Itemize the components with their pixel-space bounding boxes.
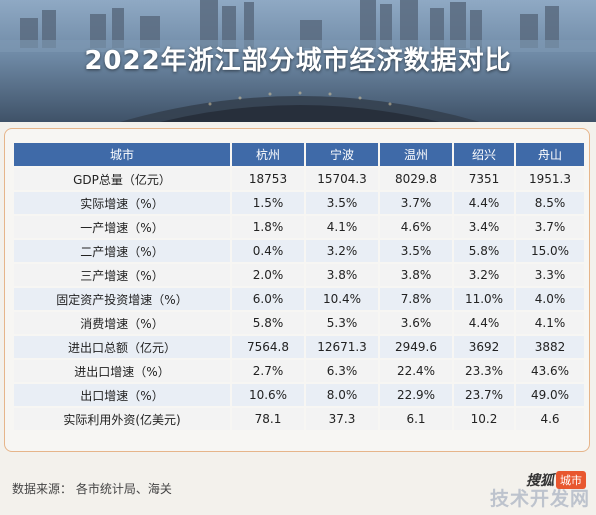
table-row: 消费增速（%） 5.8% 5.3% 3.6% 4.4% 4.1% [14, 312, 584, 334]
table-cell: 4.1% [516, 312, 584, 334]
table-cell: 8029.8 [380, 168, 452, 190]
table-cell: 3.4% [454, 216, 514, 238]
column-header-zhoushan: 舟山 [516, 143, 584, 166]
table-cell: 6.1 [380, 408, 452, 430]
table-cell: 10.4% [306, 288, 378, 310]
table-cell: 5.8% [454, 240, 514, 262]
table-cell: 3.3% [516, 264, 584, 286]
table-row: 实际增速（%） 1.5% 3.5% 3.7% 4.4% 8.5% [14, 192, 584, 214]
table-row: 进出口增速（%） 2.7% 6.3% 22.4% 23.3% 43.6% [14, 360, 584, 382]
row-label: 进出口增速（%） [14, 360, 230, 382]
sohu-city-logo: 搜狐 城市 [526, 470, 586, 490]
table-cell: 3.2% [306, 240, 378, 262]
page-title: 2022年浙江部分城市经济数据对比 [84, 46, 512, 76]
table-cell: 3.5% [306, 192, 378, 214]
table-cell: 37.3 [306, 408, 378, 430]
table-cell: 4.4% [454, 312, 514, 334]
table-cell: 3882 [516, 336, 584, 358]
table-cell: 15.0% [516, 240, 584, 262]
row-label: 一产增速（%） [14, 216, 230, 238]
row-label: 实际增速（%） [14, 192, 230, 214]
watermark: 技术开发网 [489, 488, 590, 510]
table-cell: 2.0% [232, 264, 304, 286]
row-label: 出口增速（%） [14, 384, 230, 406]
table-row: 进出口总额（亿元） 7564.8 12671.3 2949.6 3692 3882 [14, 336, 584, 358]
row-label: 消费增速（%） [14, 312, 230, 334]
table-cell: 12671.3 [306, 336, 378, 358]
table-cell: 6.0% [232, 288, 304, 310]
table-cell: 4.4% [454, 192, 514, 214]
banner-image: 2022年浙江部分城市经济数据对比 [0, 0, 596, 122]
row-label: 进出口总额（亿元） [14, 336, 230, 358]
table-cell: 78.1 [232, 408, 304, 430]
table-cell: 1.5% [232, 192, 304, 214]
row-label: 实际利用外资(亿美元) [14, 408, 230, 430]
table-cell: 22.9% [380, 384, 452, 406]
table-cell: 2.7% [232, 360, 304, 382]
table-cell: 2949.6 [380, 336, 452, 358]
table-cell: 6.3% [306, 360, 378, 382]
row-label: GDP总量（亿元） [14, 168, 230, 190]
table-cell: 5.3% [306, 312, 378, 334]
table-cell: 4.6 [516, 408, 584, 430]
table-row: 一产增速（%） 1.8% 4.1% 4.6% 3.4% 3.7% [14, 216, 584, 238]
table-cell: 8.5% [516, 192, 584, 214]
table-cell: 43.6% [516, 360, 584, 382]
data-source-note: 数据来源： 各市统计局、海关 [12, 482, 172, 496]
table-cell: 7.8% [380, 288, 452, 310]
table-cell: 4.1% [306, 216, 378, 238]
table-cell: 3.7% [516, 216, 584, 238]
column-header-shaoxing: 绍兴 [454, 143, 514, 166]
table-cell: 23.3% [454, 360, 514, 382]
table-cell: 7351 [454, 168, 514, 190]
table-cell: 1951.3 [516, 168, 584, 190]
table-row: 出口增速（%） 10.6% 8.0% 22.9% 23.7% 49.0% [14, 384, 584, 406]
table-cell: 18753 [232, 168, 304, 190]
table-cell: 3692 [454, 336, 514, 358]
table-header-row: 城市 杭州 宁波 温州 绍兴 舟山 [14, 143, 584, 166]
logo-brand-text: 搜狐 [526, 473, 554, 489]
table-cell: 22.4% [380, 360, 452, 382]
row-label: 固定资产投资增速（%） [14, 288, 230, 310]
column-header-ningbo: 宁波 [306, 143, 378, 166]
column-header-wenzhou: 温州 [380, 143, 452, 166]
column-header-city: 城市 [14, 143, 230, 166]
table-cell: 5.8% [232, 312, 304, 334]
table-cell: 3.6% [380, 312, 452, 334]
table-cell: 49.0% [516, 384, 584, 406]
table-cell: 3.2% [454, 264, 514, 286]
table-cell: 23.7% [454, 384, 514, 406]
table-cell: 4.0% [516, 288, 584, 310]
economic-data-table: 城市 杭州 宁波 温州 绍兴 舟山 GDP总量（亿元） 18753 15704.3 8… [12, 141, 586, 432]
table-cell: 15704.3 [306, 168, 378, 190]
table-cell: 10.6% [232, 384, 304, 406]
table-cell: 3.5% [380, 240, 452, 262]
logo-tag-text: 城市 [556, 471, 586, 489]
table-row: 固定资产投资增速（%） 6.0% 10.4% 7.8% 11.0% 4.0% [14, 288, 584, 310]
table-cell: 1.8% [232, 216, 304, 238]
table-cell: 7564.8 [232, 336, 304, 358]
city-skyline-image [0, 0, 596, 122]
row-label: 二产增速（%） [14, 240, 230, 262]
table-cell: 3.8% [380, 264, 452, 286]
table-cell: 3.8% [306, 264, 378, 286]
column-header-hangzhou: 杭州 [232, 143, 304, 166]
table-row: GDP总量（亿元） 18753 15704.3 8029.8 7351 1951.3 [14, 168, 584, 190]
table-cell: 8.0% [306, 384, 378, 406]
table-row: 实际利用外资(亿美元) 78.1 37.3 6.1 10.2 4.6 [14, 408, 584, 430]
table-cell: 10.2 [454, 408, 514, 430]
table-cell: 0.4% [232, 240, 304, 262]
table-cell: 3.7% [380, 192, 452, 214]
table-cell: 11.0% [454, 288, 514, 310]
table-row: 三产增速（%） 2.0% 3.8% 3.8% 3.2% 3.3% [14, 264, 584, 286]
table-cell: 4.6% [380, 216, 452, 238]
row-label: 三产增速（%） [14, 264, 230, 286]
table-row: 二产增速（%） 0.4% 3.2% 3.5% 5.8% 15.0% [14, 240, 584, 262]
